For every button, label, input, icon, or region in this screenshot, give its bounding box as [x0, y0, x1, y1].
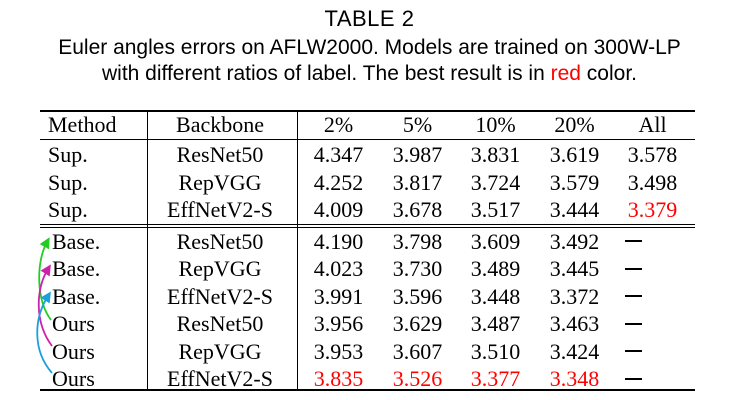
- top-rule: [40, 110, 695, 112]
- cell-2pct: 4.009: [313, 197, 364, 222]
- header-backbone: Backbone: [176, 112, 264, 137]
- cell-5pct: 3.817: [392, 169, 443, 195]
- cell-20pct: 3.619: [549, 142, 600, 167]
- arrow-effnetv2s: [36, 291, 53, 374]
- caption-line-2: with different ratios of label. The best…: [0, 62, 739, 86]
- dash-mark: [625, 350, 642, 352]
- arrow-repvgg: [37, 264, 53, 347]
- cell-10pct: 3.487: [470, 311, 521, 336]
- cell-5pct: 3.596: [392, 283, 443, 309]
- table-row: Base. EffNetV2-S 3.991 3.596 3.448 3.372: [40, 283, 695, 311]
- cell-20pct-best: 3.348: [549, 366, 600, 391]
- cell-method: Sup.: [48, 197, 88, 222]
- cell-10pct: 3.448: [470, 283, 521, 309]
- cell-5pct: 3.730: [392, 256, 443, 281]
- header-method: Method: [48, 112, 117, 137]
- cell-10pct: 3.724: [470, 169, 521, 195]
- cell-backbone: RepVGG: [178, 256, 262, 281]
- cell-all: 3.498: [627, 169, 678, 195]
- cell-backbone: EffNetV2-S: [167, 366, 273, 391]
- cell-20pct: 3.445: [549, 256, 600, 281]
- results-table: Method Backbone 2% 5% 10% 20% All Sup. R…: [40, 111, 695, 393]
- group-rule: [40, 224, 695, 225]
- caption-text-end: color.: [580, 62, 637, 85]
- cell-2pct: 3.991: [313, 283, 364, 309]
- table-row: Ours EffNetV2-S 3.835 3.526 3.377 3.348: [40, 365, 695, 393]
- cell-method: Sup.: [48, 142, 88, 167]
- cell-10pct: 3.609: [470, 228, 521, 254]
- table-number: TABLE 2: [324, 6, 415, 31]
- caption-text: with different ratios of label. The best…: [101, 62, 551, 85]
- dash-mark: [625, 295, 642, 297]
- cell-20pct: 3.463: [549, 311, 600, 336]
- cell-backbone: ResNet50: [176, 311, 264, 336]
- table-row: Base. ResNet50 4.190 3.798 3.609 3.492: [40, 228, 695, 256]
- cell-20pct: 3.372: [549, 283, 600, 309]
- cell-20pct: 3.492: [549, 228, 600, 254]
- cell-5pct: 3.629: [392, 311, 443, 336]
- dash-mark: [625, 378, 642, 380]
- cell-10pct: 3.510: [470, 338, 521, 364]
- bottom-rule: [40, 389, 695, 391]
- cell-2pct: 3.956: [313, 311, 364, 336]
- cell-method: Base.: [52, 256, 101, 281]
- table-row: Ours RepVGG 3.953 3.607 3.510 3.424: [40, 338, 695, 366]
- cell-backbone: EffNetV2-S: [167, 197, 273, 222]
- cell-all-best: 3.379: [627, 197, 678, 222]
- cell-5pct: 3.987: [392, 142, 443, 167]
- header-2pct: 2%: [323, 112, 354, 137]
- header-row: Method Backbone 2% 5% 10% 20% All: [40, 111, 695, 139]
- cell-2pct: 3.953: [313, 338, 364, 364]
- cell-5pct-best: 3.526: [392, 366, 443, 391]
- cell-method: Base.: [52, 283, 101, 309]
- cell-2pct: 4.190: [313, 228, 364, 254]
- cell-method: Ours: [52, 366, 95, 391]
- dash-mark: [625, 323, 642, 325]
- cell-5pct: 3.798: [392, 228, 443, 254]
- cell-backbone: RepVGG: [178, 169, 262, 195]
- table-row: Ours ResNet50 3.956 3.629 3.487 3.463: [40, 310, 695, 338]
- cell-10pct: 3.831: [470, 142, 521, 167]
- header-20pct: 20%: [554, 112, 595, 137]
- dash-mark: [625, 268, 642, 270]
- table-row: Sup. EffNetV2-S 4.009 3.678 3.517 3.444 …: [40, 196, 695, 224]
- table-row: Sup. RepVGG 4.252 3.817 3.724 3.579 3.49…: [40, 169, 695, 197]
- cell-5pct: 3.607: [392, 338, 443, 364]
- cell-backbone: ResNet50: [176, 228, 264, 254]
- cell-2pct-best: 3.835: [313, 366, 364, 391]
- cell-backbone: ResNet50: [176, 142, 264, 167]
- header-10pct: 10%: [475, 112, 516, 137]
- caption-line-1: Euler angles errors on AFLW2000. Models …: [58, 36, 681, 59]
- cell-20pct: 3.579: [549, 169, 600, 195]
- cell-2pct: 4.252: [313, 169, 364, 195]
- cell-10pct: 3.517: [470, 197, 521, 222]
- cell-backbone: RepVGG: [178, 338, 262, 364]
- table-row: Base. RepVGG 4.023 3.730 3.489 3.445: [40, 255, 695, 283]
- dash-mark: [625, 240, 642, 242]
- cell-method: Sup.: [48, 169, 88, 195]
- cell-5pct: 3.678: [392, 197, 443, 222]
- header-5pct: 5%: [402, 112, 433, 137]
- column-divider: [297, 110, 298, 391]
- cell-10pct: 3.489: [470, 256, 521, 281]
- caption-red-word: red: [550, 62, 581, 85]
- group-rule-double: [40, 227, 695, 228]
- cell-2pct: 4.347: [313, 142, 364, 167]
- cell-method: Ours: [52, 338, 95, 364]
- cell-method: Base.: [52, 228, 101, 254]
- cell-20pct: 3.444: [549, 197, 600, 222]
- header-all: All: [638, 112, 667, 137]
- header-rule: [40, 139, 695, 140]
- arrow-resnet50: [38, 237, 52, 321]
- cell-backbone: EffNetV2-S: [167, 283, 273, 309]
- column-divider: [147, 110, 148, 391]
- cell-20pct: 3.424: [549, 338, 600, 364]
- table-row: Sup. ResNet50 4.347 3.987 3.831 3.619 3.…: [40, 141, 695, 169]
- cell-method: Ours: [52, 311, 95, 336]
- cell-10pct-best: 3.377: [470, 366, 521, 391]
- cell-2pct: 4.023: [313, 256, 364, 281]
- cell-all: 3.578: [627, 142, 678, 167]
